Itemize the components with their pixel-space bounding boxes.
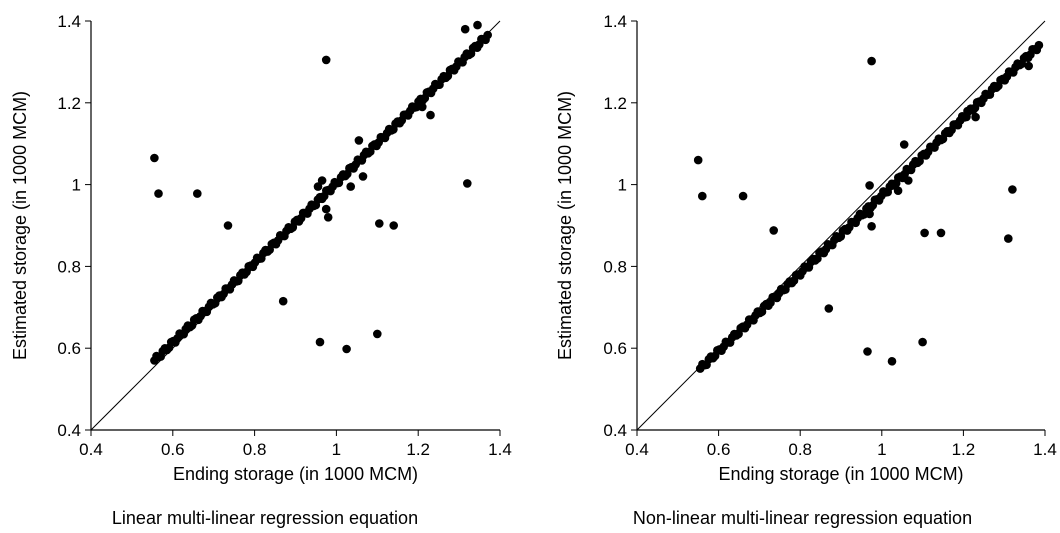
data-point [920,228,929,238]
data-point [473,20,482,30]
data-point [315,337,325,347]
x-tick-label: 1.4 [1033,440,1057,459]
data-point [769,226,778,235]
data-point [354,136,364,145]
x-tick-label: 0.6 [161,440,185,459]
data-point [867,222,876,231]
x-tick-label: 0.4 [625,440,649,459]
y-tick-label: 1.2 [57,94,81,113]
y-axis-title: Estimated storage (in 1000 MCM) [10,91,30,360]
data-point [278,296,288,306]
data-point [373,329,382,339]
data-point [483,30,493,40]
data-point [899,140,909,149]
data-point [321,204,331,214]
data-point [865,181,874,190]
data-point [346,182,356,191]
y-tick-label: 1.4 [57,12,81,31]
data-point [1004,234,1013,243]
data-point [342,344,351,354]
x-tick-label: 0.8 [788,440,812,459]
data-point [317,176,327,185]
y-tick-label: 0.6 [603,339,627,358]
data-point [865,209,874,219]
data-point [460,24,470,34]
y-tick-label: 1 [618,176,627,195]
data-point [463,179,472,188]
y-tick-label: 0.6 [57,339,81,358]
data-point [863,347,872,356]
data-point [150,153,159,163]
y-tick-label: 0.4 [57,421,81,440]
x-axis-title: Ending storage (in 1000 MCM) [173,464,418,484]
chart-panel-linear: 0.4 0.6 0.8 1 1.2 1.4 0.4 0.6 0.8 1 1.2 1.4 Ending s… [10,12,512,528]
data-point [358,172,368,181]
data-point [887,357,897,366]
chart-caption: Non-linear multi-linear regression equat… [632,508,973,528]
data-point [698,191,707,201]
x-tick-label: 1 [877,440,886,459]
data-point [1008,185,1017,194]
data-point [824,304,834,313]
y-tick-label: 0.8 [603,257,627,276]
chart-panel-nonlinear: 0.4 0.6 0.8 1 1.2 1.4 0.4 0.6 0.8 1 1.2 1.4 Ending s… [545,0,1060,533]
x-tick-label: 1.4 [488,440,512,459]
x-tick-label: 0.4 [79,440,103,459]
data-point [223,221,233,230]
data-point [193,189,202,198]
data-point [154,189,163,198]
y-tick-label: 1.2 [603,94,627,113]
data-point [693,155,703,165]
scatter-plot-linear: 0.4 0.6 0.8 1 1.2 1.4 0.4 0.6 0.8 1 1.2 1.4 Ending s… [10,12,512,484]
data-point [323,213,333,222]
data-point [893,186,903,195]
data-point [426,110,435,120]
data-point [936,228,946,238]
y-tick-label: 1 [72,176,81,195]
y-axis-title: Estimated storage (in 1000 MCM) [555,91,575,360]
x-axis-title: Ending storage (in 1000 MCM) [718,464,963,484]
data-point [904,176,913,185]
data-point [389,221,399,230]
x-tick-label: 1 [332,440,341,459]
data-point [418,102,427,112]
chart-caption: Linear multi-linear regression equation [111,508,419,528]
x-tick-label: 1.2 [952,440,976,459]
data-point [375,219,384,228]
data-point [918,337,927,347]
data-point [963,106,972,116]
data-point [1034,40,1044,50]
y-tick-label: 1.4 [603,12,627,31]
data-point [313,182,323,191]
x-tick-label: 0.6 [707,440,731,459]
data-point [971,112,980,122]
y-tick-label: 0.8 [57,257,81,276]
scatter-plot-nonlinear: 0.4 0.6 0.8 1 1.2 1.4 0.4 0.6 0.8 1 1.2 1.4 Ending s… [555,12,1057,484]
x-tick-label: 0.8 [243,440,267,459]
data-point [738,191,748,201]
x-tick-label: 1.2 [406,440,430,459]
data-point [321,55,331,65]
data-point [867,56,876,66]
data-point [1024,61,1033,71]
y-tick-label: 0.4 [603,421,627,440]
